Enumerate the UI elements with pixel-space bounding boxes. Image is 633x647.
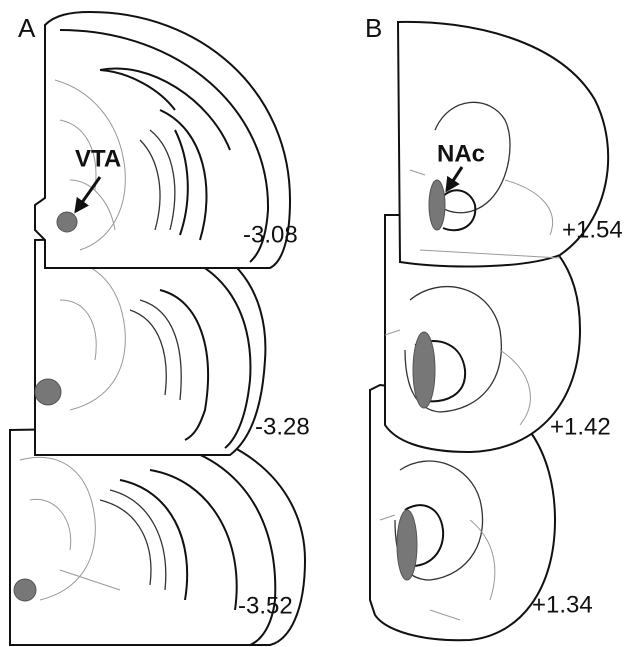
injection-site xyxy=(412,331,436,409)
annotation: VTA xyxy=(75,145,121,172)
section-label: +1.54 xyxy=(562,216,623,243)
annotation: NAc xyxy=(437,140,485,167)
arrow xyxy=(445,166,464,193)
injection-site xyxy=(34,378,62,406)
injection-site xyxy=(396,509,418,581)
section-b3 xyxy=(369,383,557,642)
section-b1 xyxy=(396,20,610,268)
arrow xyxy=(74,176,102,214)
injection-site xyxy=(56,211,78,233)
section-label: +1.42 xyxy=(550,413,611,440)
section-a1 xyxy=(34,10,292,269)
section-a3 xyxy=(9,426,307,646)
panel-label: A xyxy=(18,13,36,43)
panel-label: B xyxy=(365,13,382,43)
injection-site xyxy=(13,578,37,602)
section-label: -3.08 xyxy=(243,221,298,248)
section-label: -3.28 xyxy=(255,413,310,440)
section-a2 xyxy=(34,236,267,456)
section-label: +1.34 xyxy=(532,591,593,618)
injection-site xyxy=(428,179,446,231)
section-b2 xyxy=(384,214,582,454)
section-label: -3.52 xyxy=(238,592,293,619)
